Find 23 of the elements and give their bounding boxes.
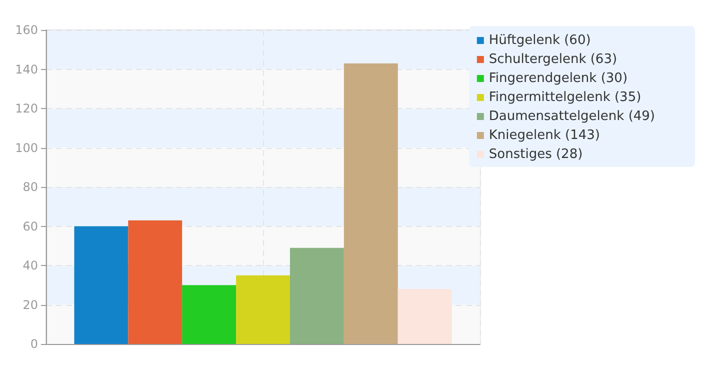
- legend-label: Sonstiges (28): [488, 147, 583, 162]
- legend-label: Fingerendgelenk (30): [488, 71, 628, 86]
- bar: [398, 289, 452, 344]
- y-tick-label: 140: [15, 62, 38, 76]
- bar: [128, 220, 182, 344]
- legend-label: Hüftgelenk (60): [488, 33, 591, 48]
- y-tick-label: 100: [15, 140, 38, 155]
- bar: [290, 248, 344, 344]
- y-tick-label: 80: [22, 180, 38, 194]
- legend-label: Kniegelenk (143): [488, 128, 600, 143]
- y-tick-label: 40: [22, 258, 38, 272]
- y-tick-label: 0: [30, 337, 38, 351]
- legend-label: Fingermittelgelenk (35): [488, 90, 642, 105]
- y-tick-label: 20: [22, 298, 38, 312]
- bar: [344, 63, 398, 344]
- y-tick-label: 120: [15, 102, 38, 116]
- y-tick-label: 160: [15, 23, 38, 37]
- legend-label: Schultergelenk (63): [488, 52, 618, 67]
- bar: [182, 285, 236, 344]
- y-tick-label: 60: [22, 219, 38, 234]
- legend-label: Daumensattelgelenk (49): [488, 109, 656, 124]
- bar: [74, 226, 128, 344]
- bar: [236, 275, 290, 344]
